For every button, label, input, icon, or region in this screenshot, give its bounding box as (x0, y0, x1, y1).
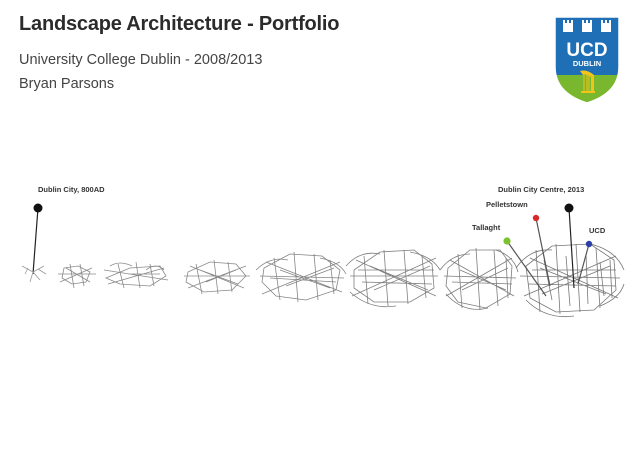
growth-stage-2 (58, 263, 96, 289)
city-growth-diagram: Dublin City, 800AD (21, 185, 625, 318)
pin-pelletstown (532, 214, 540, 222)
ucd-logo: UCD DUBLIN (554, 16, 620, 104)
label-dublin-800ad: Dublin City, 800AD (38, 185, 105, 194)
logo-text-main: UCD (566, 40, 607, 61)
logo-text-sub: DUBLIN (573, 59, 601, 68)
growth-stage-6 (345, 249, 441, 308)
label-pelletstown: Pelletstown (486, 200, 528, 209)
growth-stage-5 (255, 251, 347, 303)
harp-icon (580, 70, 595, 93)
growth-stage-1 (21, 265, 47, 283)
author-name: Bryan Parsons (19, 76, 115, 92)
growth-stage-3 (103, 261, 169, 289)
page-subtitle: University College Dublin - 2008/2013 (19, 52, 263, 68)
growth-stage-7 (439, 247, 519, 311)
page-title: Landscape Architecture - Portfolio (19, 13, 340, 35)
growth-stage-4 (184, 259, 250, 295)
pin-ucd (585, 240, 593, 248)
pin-dublin-800ad (33, 203, 43, 213)
label-tallaght: Tallaght (472, 223, 501, 232)
label-ucd: UCD (589, 226, 606, 235)
pin-tallaght (503, 237, 511, 245)
label-dublin-centre-2013: Dublin City Centre, 2013 (498, 185, 584, 194)
growth-stage-8 (515, 243, 625, 318)
pin-dublin-centre-2013 (564, 203, 574, 213)
